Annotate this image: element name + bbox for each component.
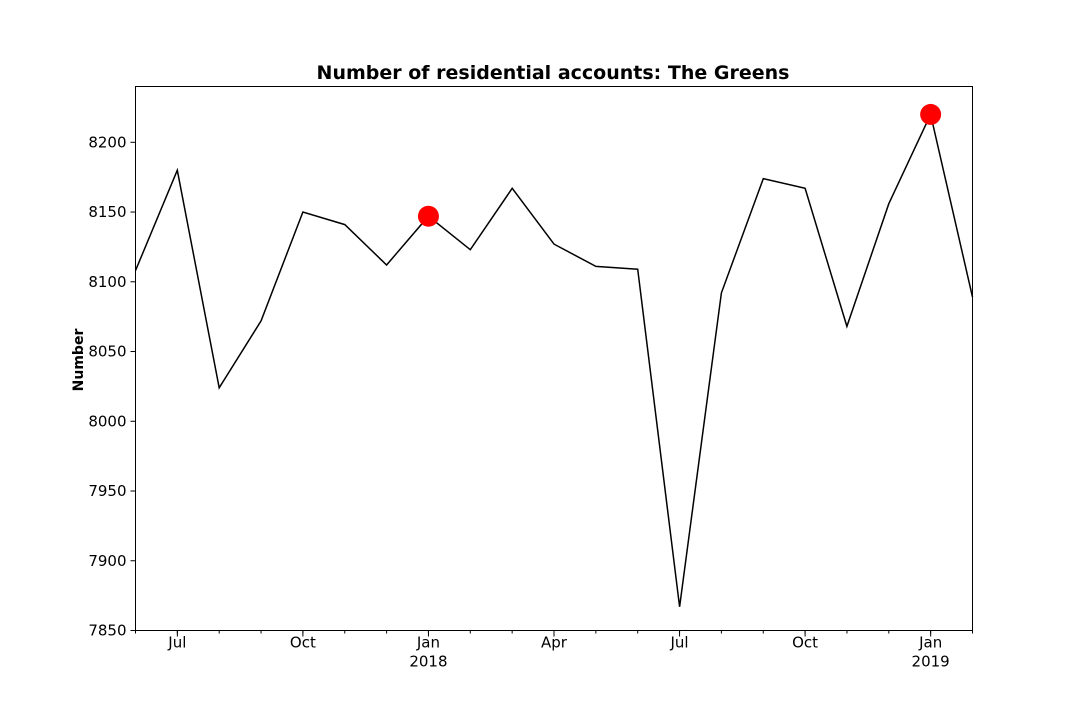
y-tick-label: 8000 <box>88 412 126 430</box>
y-axis-label: Number <box>71 329 87 392</box>
series-layer <box>134 112 974 607</box>
y-tick-label: 8150 <box>88 203 126 221</box>
x-tick-label: Oct <box>792 634 818 652</box>
x-tick-label: Jan <box>416 634 440 652</box>
y-tick-label: 8200 <box>88 133 126 151</box>
x-tick-label: Apr <box>541 634 568 652</box>
plot-frame <box>135 86 973 631</box>
y-tick-label: 8050 <box>88 343 126 361</box>
x-tick-label: Jan <box>918 634 942 652</box>
y-tick-label: 7850 <box>88 622 126 640</box>
highlight-markers <box>417 103 942 227</box>
y-tick-label: 7950 <box>88 482 126 500</box>
chart-title: Number of residential accounts: The Gree… <box>317 62 790 84</box>
highlight-point <box>417 205 439 227</box>
highlight-point <box>920 103 942 125</box>
y-tick-label: 8100 <box>88 273 126 291</box>
y-tick-label: 7900 <box>88 552 126 570</box>
x-tick-year-label: 2019 <box>912 653 950 671</box>
x-tick-year-label: 2018 <box>409 653 447 671</box>
series-line <box>134 112 974 607</box>
x-tick-label: Oct <box>290 634 316 652</box>
y-axis: 7850 7900 7950 8000 8050 8100 8150 8200 <box>88 133 136 640</box>
x-tick-label: Jul <box>167 634 186 652</box>
x-tick-label: Jul <box>669 634 688 652</box>
